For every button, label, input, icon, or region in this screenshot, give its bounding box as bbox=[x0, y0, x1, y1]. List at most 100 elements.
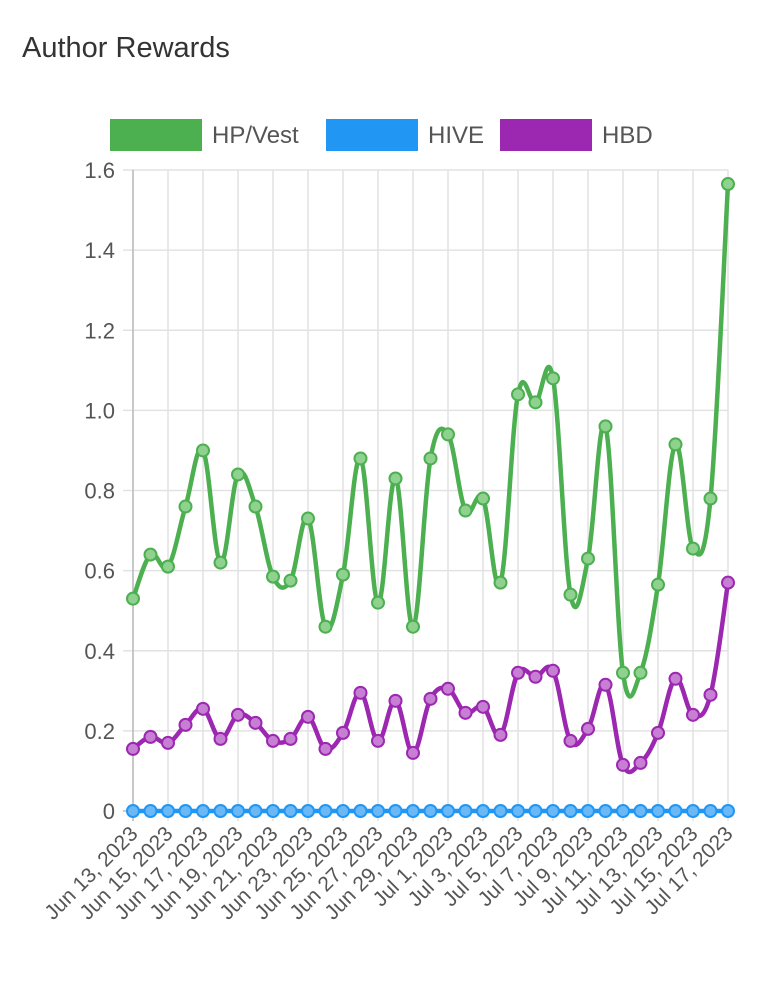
data-point-hp-vest[interactable] bbox=[143, 547, 158, 562]
data-point-hp-vest[interactable] bbox=[458, 503, 473, 518]
data-point-hive[interactable] bbox=[563, 804, 578, 818]
data-point-hive[interactable] bbox=[476, 804, 490, 818]
data-point-hive[interactable] bbox=[161, 804, 175, 818]
data-point-hbd[interactable] bbox=[231, 707, 245, 722]
data-point-hive[interactable] bbox=[406, 804, 420, 818]
data-point-hive[interactable] bbox=[528, 804, 543, 818]
data-point-hive[interactable] bbox=[686, 804, 700, 818]
data-point-hive[interactable] bbox=[598, 804, 613, 818]
data-point-hive[interactable] bbox=[511, 804, 525, 818]
data-point-hp-vest[interactable] bbox=[283, 573, 298, 588]
data-point-hp-vest[interactable] bbox=[476, 491, 490, 506]
data-point-hp-vest[interactable] bbox=[406, 619, 420, 634]
data-point-hp-vest[interactable] bbox=[336, 567, 350, 582]
data-point-hp-vest[interactable] bbox=[318, 619, 333, 634]
data-point-hive[interactable] bbox=[318, 804, 333, 818]
data-point-hbd[interactable] bbox=[703, 687, 718, 702]
data-point-hbd[interactable] bbox=[458, 705, 473, 720]
data-point-hive[interactable] bbox=[458, 804, 473, 818]
data-point-hive[interactable] bbox=[423, 804, 438, 818]
data-point-hive[interactable] bbox=[213, 804, 228, 818]
data-point-hp-vest[interactable] bbox=[633, 665, 648, 680]
data-point-hp-vest[interactable] bbox=[528, 395, 543, 410]
data-point-hbd[interactable] bbox=[686, 707, 700, 722]
data-point-hbd[interactable] bbox=[633, 755, 648, 770]
data-point-hbd[interactable] bbox=[283, 731, 298, 746]
data-point-hive[interactable] bbox=[388, 804, 403, 818]
data-point-hbd[interactable] bbox=[528, 669, 543, 684]
data-point-hp-vest[interactable] bbox=[598, 419, 613, 434]
data-point-hbd[interactable] bbox=[266, 733, 280, 748]
data-point-hbd[interactable] bbox=[441, 681, 455, 696]
data-point-hp-vest[interactable] bbox=[581, 551, 595, 566]
data-point-hbd[interactable] bbox=[511, 665, 525, 680]
data-point-hp-vest[interactable] bbox=[668, 437, 683, 452]
data-point-hive[interactable] bbox=[371, 804, 385, 818]
data-point-hive[interactable] bbox=[143, 804, 158, 818]
data-point-hive[interactable] bbox=[703, 804, 718, 818]
data-point-hp-vest[interactable] bbox=[511, 387, 525, 402]
data-point-hive[interactable] bbox=[668, 804, 683, 818]
data-point-hp-vest[interactable] bbox=[651, 577, 665, 592]
data-point-hive[interactable] bbox=[266, 804, 280, 818]
data-point-hp-vest[interactable] bbox=[546, 371, 560, 386]
data-point-hbd[interactable] bbox=[423, 691, 438, 706]
legend-item-hbd[interactable]: HBD bbox=[500, 119, 653, 151]
data-point-hive[interactable] bbox=[301, 804, 315, 818]
data-point-hp-vest[interactable] bbox=[388, 471, 403, 486]
data-point-hp-vest[interactable] bbox=[231, 467, 245, 482]
data-point-hbd[interactable] bbox=[371, 733, 385, 748]
data-point-hive[interactable] bbox=[721, 804, 735, 818]
data-point-hp-vest[interactable] bbox=[493, 575, 508, 590]
data-point-hive[interactable] bbox=[283, 804, 298, 818]
data-point-hive[interactable] bbox=[493, 804, 508, 818]
data-point-hp-vest[interactable] bbox=[161, 559, 175, 574]
data-point-hive[interactable] bbox=[633, 804, 648, 818]
data-point-hive[interactable] bbox=[441, 804, 455, 818]
data-point-hp-vest[interactable] bbox=[196, 443, 210, 458]
data-point-hp-vest[interactable] bbox=[371, 595, 385, 610]
data-point-hbd[interactable] bbox=[196, 701, 210, 716]
data-point-hp-vest[interactable] bbox=[301, 511, 315, 526]
data-point-hp-vest[interactable] bbox=[178, 499, 193, 514]
data-point-hive[interactable] bbox=[546, 804, 560, 818]
data-point-hp-vest[interactable] bbox=[423, 451, 438, 466]
data-point-hbd[interactable] bbox=[178, 717, 193, 732]
data-point-hbd[interactable] bbox=[721, 575, 735, 590]
legend-item-hive[interactable]: HIVE bbox=[326, 119, 484, 151]
data-point-hive[interactable] bbox=[336, 804, 350, 818]
data-point-hp-vest[interactable] bbox=[686, 541, 700, 556]
data-point-hbd[interactable] bbox=[581, 721, 595, 736]
data-point-hp-vest[interactable] bbox=[703, 491, 718, 506]
data-point-hbd[interactable] bbox=[476, 699, 490, 714]
data-point-hp-vest[interactable] bbox=[563, 587, 578, 602]
data-point-hive[interactable] bbox=[651, 804, 665, 818]
data-point-hp-vest[interactable] bbox=[616, 665, 630, 680]
data-point-hbd[interactable] bbox=[668, 671, 683, 686]
data-point-hive[interactable] bbox=[581, 804, 595, 818]
data-point-hbd[interactable] bbox=[546, 663, 560, 678]
data-point-hbd[interactable] bbox=[301, 709, 315, 724]
data-point-hive[interactable] bbox=[248, 804, 263, 818]
data-point-hbd[interactable] bbox=[318, 741, 333, 756]
data-point-hbd[interactable] bbox=[161, 735, 175, 750]
data-point-hp-vest[interactable] bbox=[441, 427, 455, 442]
data-point-hbd[interactable] bbox=[353, 685, 368, 700]
data-point-hbd[interactable] bbox=[336, 725, 350, 740]
data-point-hbd[interactable] bbox=[143, 729, 158, 744]
data-point-hp-vest[interactable] bbox=[721, 177, 735, 192]
data-point-hbd[interactable] bbox=[563, 733, 578, 748]
data-point-hive[interactable] bbox=[231, 804, 245, 818]
data-point-hive[interactable] bbox=[616, 804, 630, 818]
data-point-hbd[interactable] bbox=[213, 731, 228, 746]
data-point-hbd[interactable] bbox=[493, 727, 508, 742]
data-point-hp-vest[interactable] bbox=[213, 555, 228, 570]
data-point-hp-vest[interactable] bbox=[266, 569, 280, 584]
data-point-hbd[interactable] bbox=[126, 741, 140, 756]
data-point-hive[interactable] bbox=[353, 804, 368, 818]
data-point-hbd[interactable] bbox=[616, 757, 630, 772]
data-point-hive[interactable] bbox=[126, 804, 140, 818]
data-point-hbd[interactable] bbox=[406, 745, 420, 760]
data-point-hp-vest[interactable] bbox=[248, 499, 263, 514]
data-point-hp-vest[interactable] bbox=[353, 451, 368, 466]
